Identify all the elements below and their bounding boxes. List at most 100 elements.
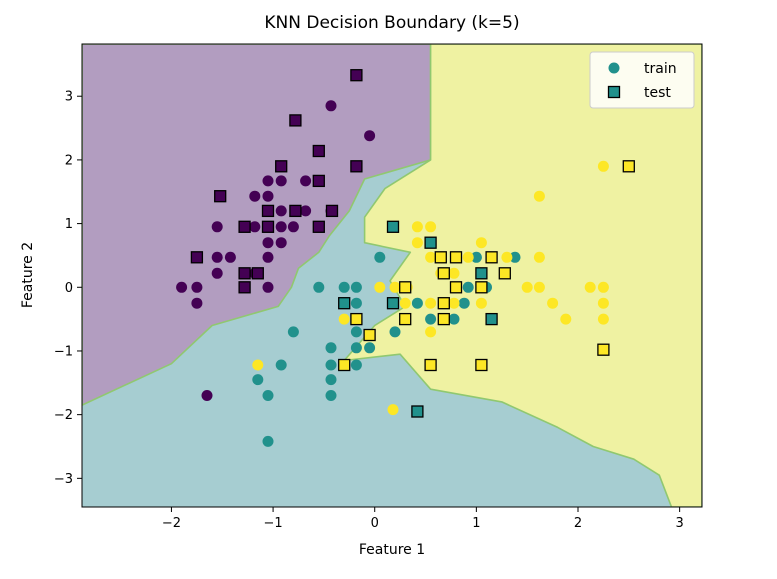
train-point	[387, 404, 399, 416]
test-point	[325, 204, 339, 218]
test-point	[485, 312, 498, 326]
plot-frame	[81, 43, 703, 508]
train-point	[262, 237, 274, 249]
y-tick-label: 0	[65, 281, 73, 296]
axes: −2 −1 0 1 2 3 −3 −2 −1 0 1 2 3	[54, 90, 684, 531]
test-point	[449, 281, 463, 294]
test-point	[289, 114, 302, 127]
test-point	[424, 358, 437, 372]
test-point	[434, 251, 447, 264]
train-point	[191, 297, 203, 309]
legend-train-marker	[608, 62, 620, 74]
train-point	[374, 251, 386, 263]
train-point	[176, 281, 188, 293]
train-point	[425, 221, 437, 233]
train-point	[325, 342, 337, 354]
train-point	[458, 297, 470, 309]
train-point	[262, 190, 274, 202]
train-point	[252, 374, 264, 386]
train-point	[350, 342, 362, 354]
train-point	[597, 281, 609, 293]
train-point	[313, 281, 325, 293]
train-point	[509, 251, 521, 263]
train-point	[249, 221, 261, 233]
test-point	[437, 267, 450, 280]
train-point	[425, 297, 437, 309]
train-point	[275, 175, 287, 187]
train-point	[425, 326, 437, 338]
train-point	[560, 313, 572, 325]
train-point	[374, 281, 386, 293]
x-tick-label: −1	[263, 516, 282, 531]
train-point	[501, 251, 513, 263]
train-point	[300, 205, 312, 217]
train-point	[462, 251, 474, 263]
test-point	[338, 297, 351, 310]
train-point	[389, 326, 401, 338]
train-point	[325, 359, 337, 371]
test-point	[399, 281, 412, 294]
train-point	[211, 267, 223, 279]
y-tick-label: −3	[54, 472, 73, 487]
train-point	[287, 221, 299, 233]
train-point	[411, 237, 423, 249]
train-point	[262, 281, 274, 293]
test-point	[238, 267, 251, 280]
train-point	[262, 175, 274, 187]
train-point	[597, 297, 609, 309]
train-point	[262, 251, 274, 263]
test-point	[312, 174, 325, 188]
chart-title: KNN Decision Boundary (k=5)	[264, 13, 519, 33]
test-point	[190, 251, 204, 264]
y-tick-label: −2	[54, 408, 73, 423]
decision-regions	[82, 44, 702, 507]
test-point	[399, 312, 412, 326]
test-point	[312, 220, 325, 233]
train-point	[425, 313, 437, 325]
test-point	[238, 281, 251, 294]
y-tick-label: 1	[65, 217, 73, 232]
test-point	[437, 297, 450, 310]
test-point	[475, 281, 488, 294]
train-point	[533, 281, 545, 293]
train-point	[584, 281, 596, 293]
x-axis-label: Feature 1	[359, 542, 425, 558]
train-point	[475, 237, 487, 249]
train-point	[448, 313, 460, 325]
train-point	[300, 175, 312, 187]
test-point	[386, 220, 400, 233]
test-point	[622, 160, 635, 173]
x-tick-label: 1	[472, 516, 480, 531]
test-point	[424, 236, 437, 249]
train-point	[350, 281, 362, 293]
train-point	[275, 221, 287, 233]
x-tick-label: 0	[371, 516, 379, 531]
train-point	[211, 221, 223, 233]
test-point	[411, 405, 424, 418]
train-point	[533, 251, 545, 263]
test-point	[312, 144, 325, 158]
y-axis-label: Feature 2	[20, 242, 36, 308]
data-points	[176, 69, 635, 447]
train-point	[425, 251, 437, 263]
train-point	[201, 390, 213, 401]
y-tick-label: −1	[54, 344, 73, 359]
train-point	[533, 190, 545, 202]
train-point	[191, 281, 203, 293]
train-point	[597, 313, 609, 325]
test-point	[437, 312, 450, 326]
test-point	[485, 251, 498, 264]
train-point	[275, 205, 287, 217]
test-point	[251, 267, 264, 280]
x-tick-label: −2	[162, 516, 181, 531]
train-point	[521, 281, 533, 293]
train-point	[448, 297, 460, 309]
test-point	[475, 358, 488, 372]
test-point	[289, 204, 302, 218]
test-point	[261, 220, 275, 233]
legend-train-label: train	[644, 61, 677, 77]
test-point	[498, 267, 511, 280]
train-point	[364, 342, 376, 354]
test-point	[350, 312, 363, 326]
